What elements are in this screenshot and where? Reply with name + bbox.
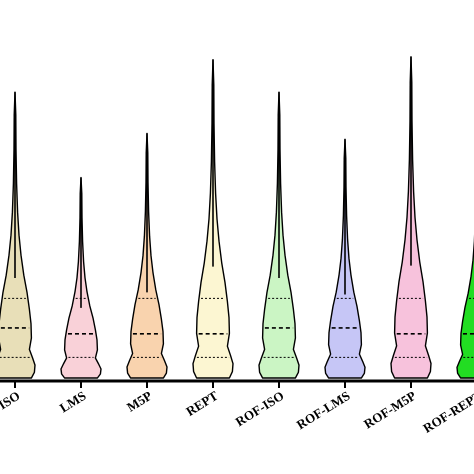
x-tick-label-lms: LMS — [57, 388, 89, 416]
x-tick-label-rof-m5p: ROF-M5P — [361, 388, 419, 432]
x-tick-label-m5p: M5P — [124, 388, 155, 415]
violin-group — [0, 56, 474, 379]
x-tick-label-rof-iso: ROF-ISO — [233, 388, 287, 429]
violin-rof-rept — [456, 234, 474, 379]
x-axis-ticks — [14, 381, 412, 388]
x-tick-label-rept: REPT — [183, 388, 221, 419]
x-tick-label-rof-lms: ROF-LMS — [294, 388, 353, 432]
x-axis-tick-labels: ISO LMS M5P REPT ROF-ISO ROF-LMS ROF-M5P ROF-RE… — [0, 388, 474, 436]
x-tick-label-iso: ISO — [0, 388, 23, 413]
x-tick-label-rof-rept: ROF-REPT — [420, 388, 474, 436]
violin-iso — [0, 91, 36, 379]
